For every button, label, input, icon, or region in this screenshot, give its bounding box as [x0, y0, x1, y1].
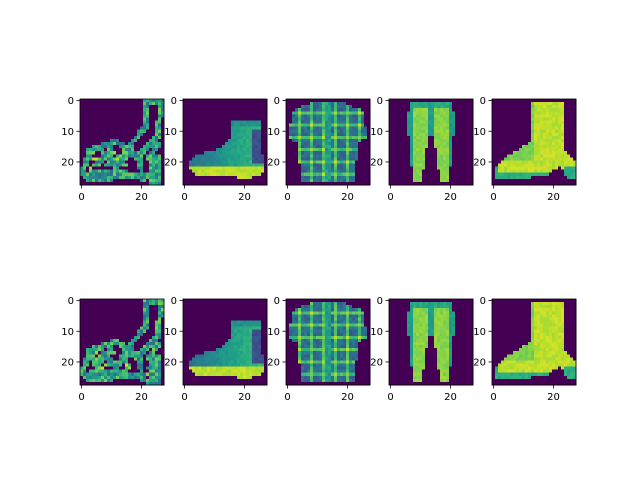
axes-frame — [79, 298, 165, 386]
y-tick-label: 20 — [370, 357, 383, 368]
image-plaid-shirt — [286, 299, 371, 386]
x-tick-label: 20 — [238, 392, 251, 403]
y-tick-label: 20 — [61, 157, 74, 168]
axes-frame — [285, 98, 371, 186]
y-tick-label: 10 — [370, 127, 383, 138]
panel-ankle-boot: 0 20 0 10 20 — [473, 96, 577, 203]
x-tick-label: 0 — [387, 392, 393, 403]
y-tick-label: 20 — [473, 157, 486, 168]
y-tick-label: 0 — [274, 296, 280, 307]
image-ankle-boot — [492, 299, 577, 386]
panel-sandal: 0 20 0 10 20 — [61, 96, 165, 203]
x-tick-label: 20 — [135, 192, 148, 203]
x-tick-label: 0 — [181, 192, 187, 203]
x-tick-label: 20 — [547, 192, 560, 203]
x-tick-label: 0 — [181, 392, 187, 403]
panel-plaid-shirt: 0 20 0 10 20 — [267, 296, 371, 403]
x-tick-label: 0 — [284, 392, 290, 403]
image-sandal — [80, 299, 165, 386]
y-tick-label: 0 — [377, 96, 383, 107]
x-tick-label: 0 — [490, 392, 496, 403]
y-tick-label: 20 — [164, 157, 177, 168]
y-tick-label: 0 — [377, 296, 383, 307]
y-tick-label: 0 — [68, 96, 74, 107]
y-tick-label: 0 — [480, 96, 486, 107]
x-tick-label: 0 — [78, 192, 84, 203]
panel-trouser: 0 20 0 10 20 — [370, 96, 474, 203]
image-ankle-boot — [492, 99, 577, 186]
image-sandal — [80, 99, 165, 186]
y-tick-label: 20 — [164, 357, 177, 368]
y-tick-label: 0 — [171, 296, 177, 307]
image-trouser — [389, 99, 474, 186]
x-tick-label: 20 — [341, 192, 354, 203]
axes-frame — [182, 298, 268, 386]
image-ankle-boot-short — [183, 99, 268, 186]
y-tick-label: 0 — [68, 296, 74, 307]
y-tick-label: 10 — [473, 127, 486, 138]
y-tick-label: 10 — [61, 127, 74, 138]
x-tick-label: 20 — [547, 392, 560, 403]
panel-trouser: 0 20 0 10 20 — [370, 296, 474, 403]
y-tick-label: 10 — [267, 327, 280, 338]
axes-frame — [491, 298, 577, 386]
y-tick-label: 20 — [61, 357, 74, 368]
y-tick-label: 20 — [473, 357, 486, 368]
x-tick-label: 0 — [78, 392, 84, 403]
y-tick-label: 20 — [267, 357, 280, 368]
axes-frame — [388, 98, 474, 186]
x-tick-label: 20 — [238, 192, 251, 203]
image-plaid-shirt — [286, 99, 371, 186]
axes-frame — [491, 98, 577, 186]
axes-frame — [182, 98, 268, 186]
panel-ankle-boot: 0 20 0 10 20 — [473, 296, 577, 403]
panel-plaid-shirt: 0 20 0 10 20 — [267, 96, 371, 203]
y-tick-label: 10 — [164, 327, 177, 338]
panel-ankle-boot-short: 0 20 0 10 20 — [164, 96, 268, 203]
x-tick-label: 20 — [444, 392, 457, 403]
axes-frame — [79, 98, 165, 186]
image-trouser — [389, 299, 474, 386]
y-tick-label: 10 — [61, 327, 74, 338]
x-tick-label: 0 — [490, 192, 496, 203]
axes-frame — [388, 298, 474, 386]
y-tick-label: 10 — [164, 127, 177, 138]
y-tick-label: 20 — [370, 157, 383, 168]
y-tick-label: 10 — [267, 127, 280, 138]
y-tick-label: 10 — [370, 327, 383, 338]
image-ankle-boot-short — [183, 299, 268, 386]
x-tick-label: 20 — [135, 392, 148, 403]
y-tick-label: 0 — [480, 296, 486, 307]
y-tick-label: 0 — [274, 96, 280, 107]
panel-sandal: 0 20 0 10 20 — [61, 296, 165, 403]
y-tick-label: 20 — [267, 157, 280, 168]
y-tick-label: 0 — [171, 96, 177, 107]
x-tick-label: 20 — [444, 192, 457, 203]
y-tick-label: 10 — [473, 327, 486, 338]
x-tick-label: 0 — [387, 192, 393, 203]
axes-frame — [285, 298, 371, 386]
x-tick-label: 20 — [341, 392, 354, 403]
x-tick-label: 0 — [284, 192, 290, 203]
panel-ankle-boot-short: 0 20 0 10 20 — [164, 296, 268, 403]
